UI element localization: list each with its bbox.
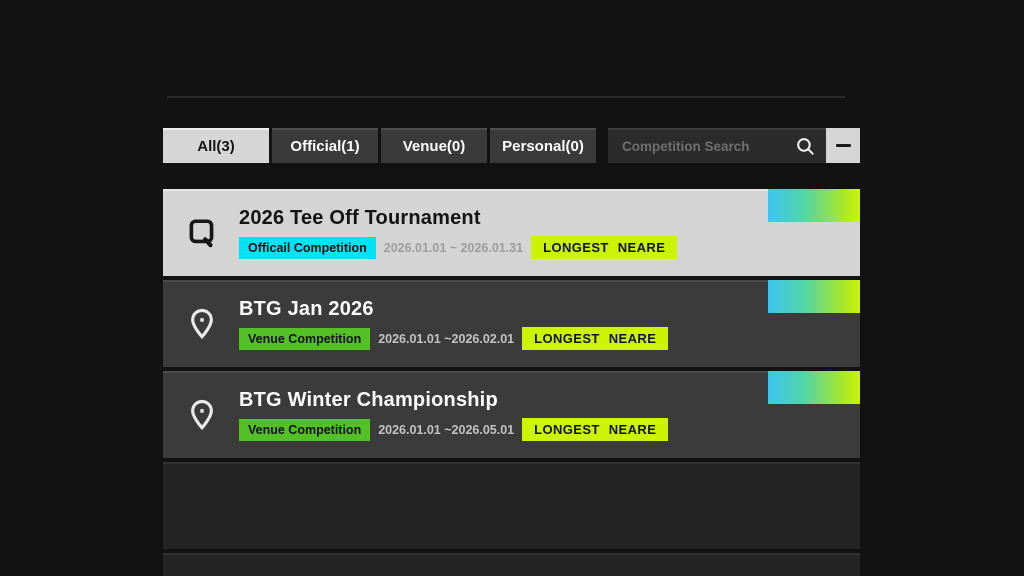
game-mode-badge: LONGEST NEARE bbox=[522, 418, 669, 441]
tab-personal[interactable]: Personal(0) bbox=[490, 128, 596, 163]
filter-tabs: All(3) Official(1) Venue(0) Personal(0) bbox=[163, 128, 596, 163]
empty-list-panel bbox=[163, 462, 860, 549]
competition-type-badge: Officail Competition bbox=[239, 236, 376, 259]
tab-official[interactable]: Official(1) bbox=[272, 128, 378, 163]
collapse-button[interactable] bbox=[826, 128, 860, 163]
competition-title: BTG Jan 2026 bbox=[239, 298, 374, 320]
game-mode-badge: LONGEST NEARE bbox=[522, 327, 669, 350]
competition-row-1[interactable]: 2026 Tee Off Tournament Officail Competi… bbox=[163, 189, 860, 276]
gradient-bar bbox=[768, 280, 860, 313]
speech-bubble-icon bbox=[184, 215, 220, 253]
competition-row-2[interactable]: BTG Jan 2026 Venue Competition 2026.01.0… bbox=[163, 280, 860, 367]
minus-icon bbox=[835, 144, 851, 147]
tab-all[interactable]: All(3) bbox=[163, 128, 269, 163]
competition-title: BTG Winter Championship bbox=[239, 389, 498, 411]
competition-title: 2026 Tee Off Tournament bbox=[239, 207, 481, 229]
search-input[interactable] bbox=[622, 139, 795, 154]
competition-type-badge: Venue Competition bbox=[239, 418, 371, 441]
search-icon[interactable] bbox=[795, 136, 816, 157]
gradient-bar bbox=[768, 371, 860, 404]
competition-dates: 2026.01.01 ~2026.05.01 bbox=[378, 422, 515, 437]
tab-venue[interactable]: Venue(0) bbox=[381, 128, 487, 163]
search-box[interactable] bbox=[608, 128, 826, 163]
location-pin-icon bbox=[184, 306, 220, 344]
game-mode-badge: LONGEST NEARE bbox=[531, 236, 678, 259]
competition-dates: 2026.01.01 ~2026.02.01 bbox=[378, 331, 515, 346]
competition-type-badge: Venue Competition bbox=[239, 327, 371, 350]
top-divider bbox=[167, 96, 845, 98]
competition-dates: 2026.01.01 ~ 2026.01.31 bbox=[383, 240, 524, 255]
location-pin-icon bbox=[184, 397, 220, 435]
empty-list-panel-partial bbox=[163, 553, 860, 576]
competition-row-3[interactable]: BTG Winter Championship Venue Competitio… bbox=[163, 371, 860, 458]
gradient-bar bbox=[768, 189, 860, 222]
